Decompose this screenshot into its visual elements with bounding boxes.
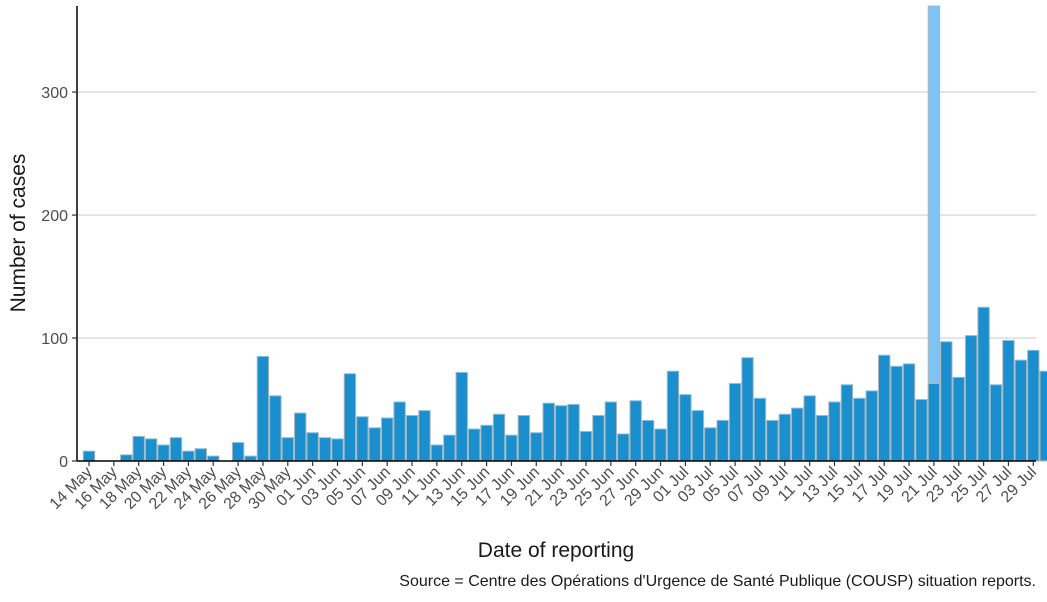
bars <box>82 306 1047 462</box>
bar-02-jul <box>691 410 705 462</box>
bar-03-jul <box>704 427 717 462</box>
bar-13-jul <box>828 401 841 462</box>
bar-25-jul <box>977 306 990 462</box>
bar-26-jul <box>989 384 1003 462</box>
bar-15-jul <box>853 397 866 462</box>
bar-04-jul <box>716 419 729 462</box>
source-caption: Source = Centre des Opérations d'Urgence… <box>399 573 1036 590</box>
bar-07-jun <box>381 417 394 462</box>
bar-12-jun <box>443 434 456 462</box>
bar-17-jun <box>505 434 518 462</box>
bar-29-may <box>269 395 282 462</box>
x-axis-title: Date of reporting <box>478 539 634 562</box>
bar-31-may <box>294 412 307 462</box>
bar-21-jul <box>927 383 941 462</box>
bar-01-jul <box>679 394 692 462</box>
bar-24-jun <box>592 415 605 462</box>
bar-19-jul <box>902 363 916 462</box>
bar-20-jun <box>542 402 555 462</box>
bar-18-jun <box>517 415 531 462</box>
bar-11-jul <box>803 395 816 462</box>
bar-02-jun <box>318 437 332 462</box>
bar-09-jun <box>405 415 419 462</box>
bar-15-jun <box>480 424 493 462</box>
bar-30-jul <box>1039 370 1047 462</box>
bar-16-jul <box>865 390 878 462</box>
bar-22-jul <box>940 341 953 462</box>
y-axis-title: Number of cases <box>7 154 30 313</box>
y-axis-ticks: 0 100 200 300 <box>41 85 77 471</box>
bar-13-jun <box>455 371 468 462</box>
bar-01-jun <box>306 432 319 462</box>
bar-10-jun <box>418 410 431 462</box>
bar-26-may <box>231 442 245 462</box>
bar-05-jun <box>356 416 369 462</box>
bar-22-jun <box>567 403 580 462</box>
bar-06-jun <box>368 427 381 462</box>
bar-19-may <box>144 438 158 462</box>
bar-14-jun <box>467 428 481 462</box>
bar-30-may <box>281 437 295 462</box>
bar-29-jun <box>654 428 667 462</box>
bar-23-jul <box>952 376 965 462</box>
bar-19-jun <box>530 432 543 462</box>
bar-09-jul <box>778 413 791 462</box>
bar-20-may <box>157 444 170 462</box>
y-tick-label-100: 100 <box>41 331 68 348</box>
bar-24-jul <box>964 335 978 462</box>
bar-29-jul <box>1027 349 1040 462</box>
bar-08-jul <box>766 419 779 462</box>
bar-10-jul <box>791 407 804 462</box>
bar-18-jul <box>890 365 903 462</box>
bar-20-jul <box>915 399 928 462</box>
bar-12-jul <box>815 415 829 462</box>
bar-22-may <box>182 450 195 462</box>
bar-21-may <box>169 437 183 462</box>
bar-14-may <box>82 450 96 462</box>
bar-17-jul <box>878 354 891 462</box>
bar-06-jul <box>741 357 754 462</box>
bar-23-jun <box>579 430 593 462</box>
bar-28-may <box>256 355 270 462</box>
bar-14-jul <box>840 384 854 462</box>
bar-27-jun <box>629 400 642 462</box>
bar-28-jul <box>1014 359 1028 462</box>
bar-07-jul <box>753 397 767 462</box>
gridlines <box>77 91 1036 339</box>
bar-18-may <box>132 435 145 462</box>
bar-08-jun <box>393 401 406 462</box>
bar-05-jul <box>728 383 742 462</box>
bar-25-jun <box>604 401 618 462</box>
bar-11-jun <box>430 444 444 462</box>
bar-16-jun <box>492 413 506 462</box>
y-tick-label-200: 200 <box>41 208 68 225</box>
bar-03-jun <box>331 438 344 462</box>
bar-04-jun <box>343 373 357 462</box>
y-tick-label-300: 300 <box>41 85 68 102</box>
bar-30-jun <box>666 370 680 462</box>
bar-28-jun <box>641 419 655 462</box>
y-tick-label-0: 0 <box>59 454 68 471</box>
bar-17-may <box>120 454 133 462</box>
bar-21-jun <box>554 405 568 462</box>
bar-26-jun <box>617 433 630 462</box>
bar-23-may <box>194 448 208 462</box>
bar-27-jul <box>1002 339 1015 462</box>
